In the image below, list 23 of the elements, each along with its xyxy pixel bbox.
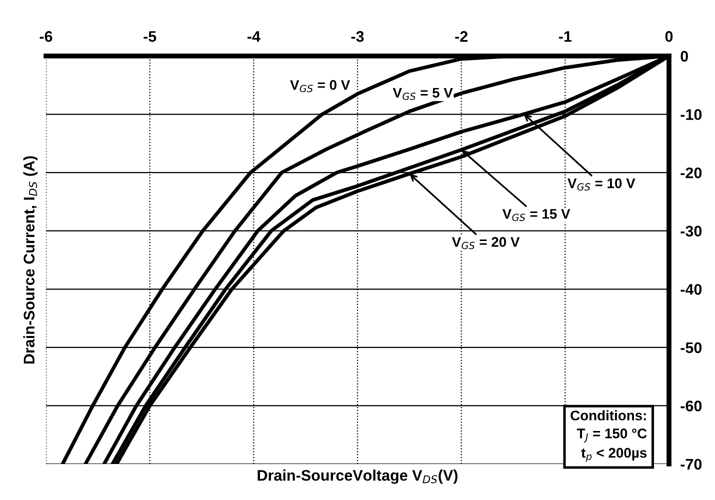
y-tick-label: -50 — [680, 342, 702, 354]
x-tick-label: -4 — [247, 31, 260, 42]
x-tick-label: -3 — [351, 31, 364, 42]
annotation: V$_{GS}$ = 5 V — [392, 88, 453, 100]
x-axis-title: Drain-SourceVoltage V$_{DS}$(V) — [258, 470, 458, 484]
y-tick-label: -60 — [680, 400, 702, 412]
x-tick-label: 0 — [665, 31, 673, 42]
x-tick-label: -6 — [40, 31, 52, 42]
y-tick-label: -20 — [680, 167, 702, 178]
annotation: V$_{GS}$ = 0 V — [290, 80, 350, 92]
annotation: Conditions: T$_{J}$ = 150 °C t$_{p}$ < 200µs — [570, 410, 647, 462]
x-tick-label: -5 — [144, 31, 156, 42]
annotation: V$_{GS}$ = 10 V — [568, 178, 636, 191]
annotation: V$_{GS}$ = 15 V — [502, 209, 570, 222]
x-tick-label: -1 — [558, 31, 572, 42]
annotation: V$_{GS}$ = 20 V — [452, 237, 520, 250]
y-tick-label: -40 — [680, 284, 702, 295]
x-tick-label: -2 — [455, 31, 468, 42]
y-tick-label: -10 — [680, 109, 702, 120]
y-tick-label: 0 — [680, 50, 688, 62]
y-axis-title: Drain-Source Current, I$_{DS}$ (A) — [23, 156, 38, 364]
y-tick-label: -70 — [680, 458, 702, 470]
y-tick-label: -30 — [680, 226, 702, 237]
